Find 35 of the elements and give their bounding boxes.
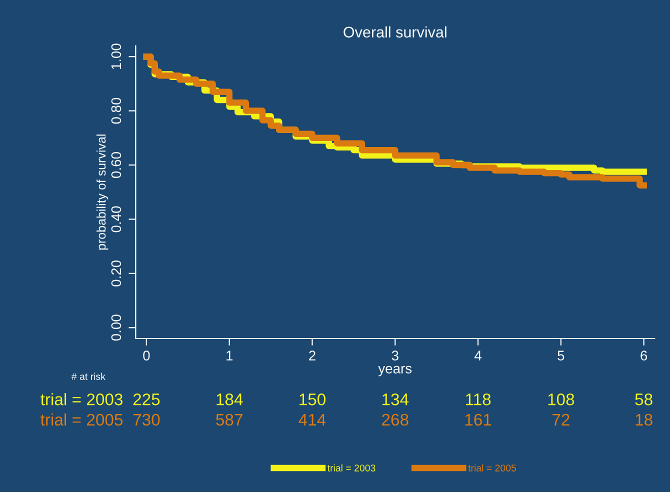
text: 161	[465, 414, 492, 426]
text: trial = 2003	[327, 464, 376, 472]
text: 225	[133, 394, 160, 406]
y-tick-label: 0.60	[111, 152, 122, 178]
text: 18	[636, 414, 652, 426]
y-axis-title: probability of survival	[96, 134, 108, 250]
x-tick-label: 6	[640, 350, 648, 361]
text: 134	[382, 394, 409, 406]
y-tick-label: 0.20	[111, 260, 122, 286]
text: trial = 2003	[40, 393, 123, 406]
text: trial = 2005	[468, 464, 516, 472]
x-tick-label: 3	[392, 350, 398, 361]
text: 108	[548, 394, 574, 406]
y-tick-label: 0.40	[111, 206, 122, 232]
text: trial = 2005	[40, 413, 123, 426]
text: 587	[216, 414, 242, 426]
x-tick-label: 0	[143, 350, 150, 361]
text: 150	[300, 394, 326, 406]
text: 268	[382, 414, 408, 426]
text: 118	[466, 394, 491, 406]
text: 184	[216, 394, 243, 406]
text: 730	[133, 414, 160, 426]
text: # at risk	[71, 372, 106, 380]
x-tick-label: 4	[474, 350, 482, 360]
x-axis-title: years	[378, 366, 412, 376]
chart-title: Overall survival	[344, 26, 446, 38]
x-tick-label: 2	[309, 350, 316, 360]
y-tick-label: 0.80	[111, 98, 122, 124]
y-tick-label: 1.00	[111, 44, 122, 70]
x-tick-label: 1	[226, 350, 233, 360]
text: 414	[298, 414, 326, 426]
text: 72	[552, 414, 570, 426]
x-tick-label: 5	[558, 350, 564, 361]
y-tick-label: 0.00	[111, 314, 122, 341]
text: 58	[635, 394, 652, 406]
